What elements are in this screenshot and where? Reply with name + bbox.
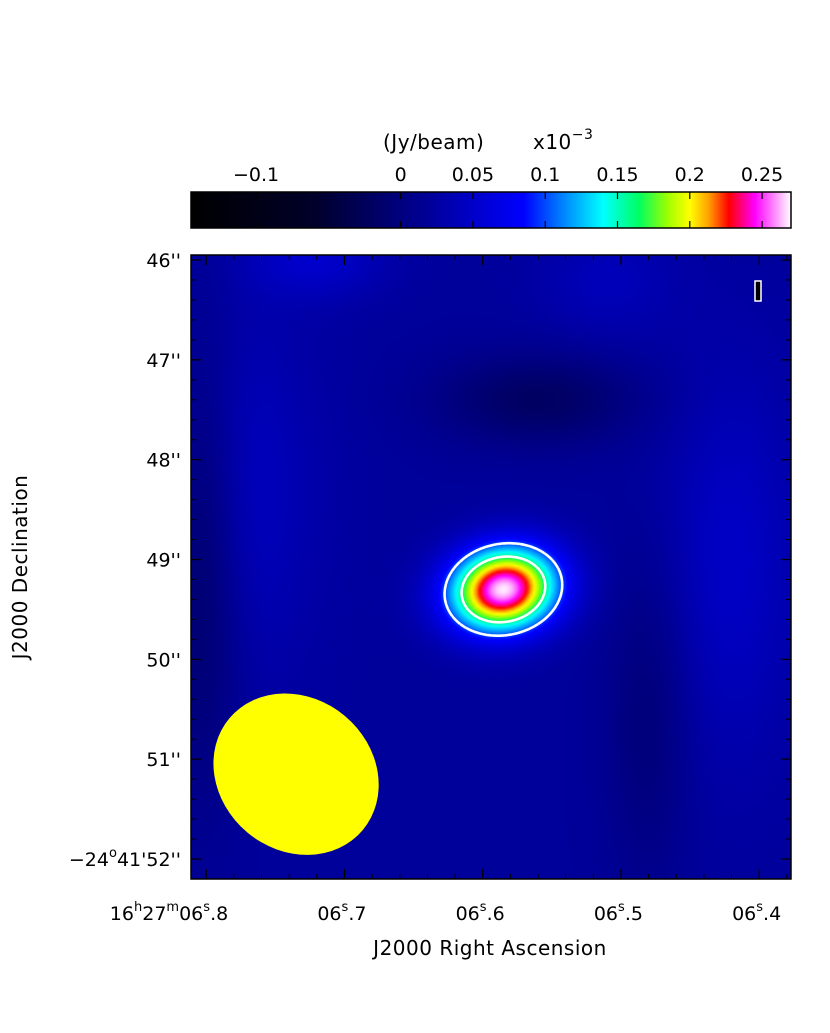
contour-line <box>443 541 564 637</box>
y-tick-label: 46'' <box>146 250 181 272</box>
colorbar-tick: 0.2 <box>675 164 705 228</box>
colorbar-tick: 0.15 <box>596 164 639 228</box>
colorbar-exponent-base: x10 <box>533 130 572 154</box>
colorbar-tick: 0.1 <box>530 164 560 228</box>
x-tick-label: 16h27m06s.8 <box>110 900 228 925</box>
y-tick-label: −24o41'52'' <box>69 846 181 871</box>
colorbar-tick: 0.05 <box>452 164 494 228</box>
axis-ticks: 46'' 47'' 48'' 49'' 50'' 51'' −24o41'52'' 16h27… <box>69 250 791 925</box>
y-tick: 48'' <box>146 450 791 472</box>
colorbar-tick-label: 0.1 <box>530 164 560 186</box>
colorbar-tick-label: 0.05 <box>452 164 494 186</box>
colorbar-tick-label: −0.1 <box>233 164 279 186</box>
colorbar-exponent-power: −3 <box>572 127 594 143</box>
colorbar-exponent: x10−3 <box>533 127 593 154</box>
contour-lines <box>443 541 564 637</box>
beam-ellipse <box>213 693 379 855</box>
y-tick-label: 48'' <box>146 450 181 472</box>
y-tick-label: 47'' <box>146 350 181 372</box>
image-panel: 46'' 47'' 48'' 49'' 50'' 51'' −24o41'52'' 16h27… <box>69 250 792 925</box>
contour-line <box>460 555 547 624</box>
x-tick-label: 06s.4 <box>732 900 781 925</box>
x-tick: 06s.6 <box>456 255 505 925</box>
y-tick: 51'' <box>146 749 791 771</box>
y-tick: 46'' <box>146 250 791 272</box>
y-tick: 49'' <box>146 550 791 572</box>
colorbar-label: (Jy/beam) <box>383 130 484 154</box>
y-tick-label: 51'' <box>146 749 181 771</box>
colorbar-gradient <box>190 191 792 229</box>
colorbar-ticks: −0.1 0 0.05 0.1 0.15 0.2 0.25 <box>233 164 783 228</box>
colorbar: (Jy/beam) x10−3 −0.1 0 0.05 0.1 0.15 0.2 0.25 <box>190 127 792 229</box>
corner-marker <box>754 280 762 302</box>
colorbar-tick: 0 <box>395 164 407 228</box>
y-axis-label: J2000 Declination <box>8 475 32 662</box>
x-tick: 06s.7 <box>317 255 366 925</box>
x-tick: 16h27m06s.8 <box>110 255 228 925</box>
colorbar-tick-label: 0.25 <box>741 164 783 186</box>
y-tick: 47'' <box>146 350 791 372</box>
x-tick-label: 06s.5 <box>594 900 643 925</box>
colorbar-tick-label: 0.2 <box>675 164 705 186</box>
x-tick-label: 06s.6 <box>456 900 505 925</box>
x-axis-label: J2000 Right Ascension <box>371 936 607 960</box>
x-tick: 06s.5 <box>594 255 643 925</box>
colorbar-tick: 0.25 <box>741 164 783 228</box>
colorbar-tick-label: 0.15 <box>596 164 638 186</box>
plot-frame <box>190 254 792 880</box>
y-tick: 50'' <box>146 649 791 671</box>
x-tick: 06s.4 <box>732 255 781 925</box>
y-tick-label: 49'' <box>146 550 181 572</box>
x-tick-label: 06s.7 <box>317 900 366 925</box>
colorbar-tick-label: 0 <box>395 164 407 186</box>
y-tick: −24o41'52'' <box>69 846 791 871</box>
y-tick-label: 50'' <box>146 649 181 671</box>
colorbar-tick: −0.1 <box>233 164 279 228</box>
